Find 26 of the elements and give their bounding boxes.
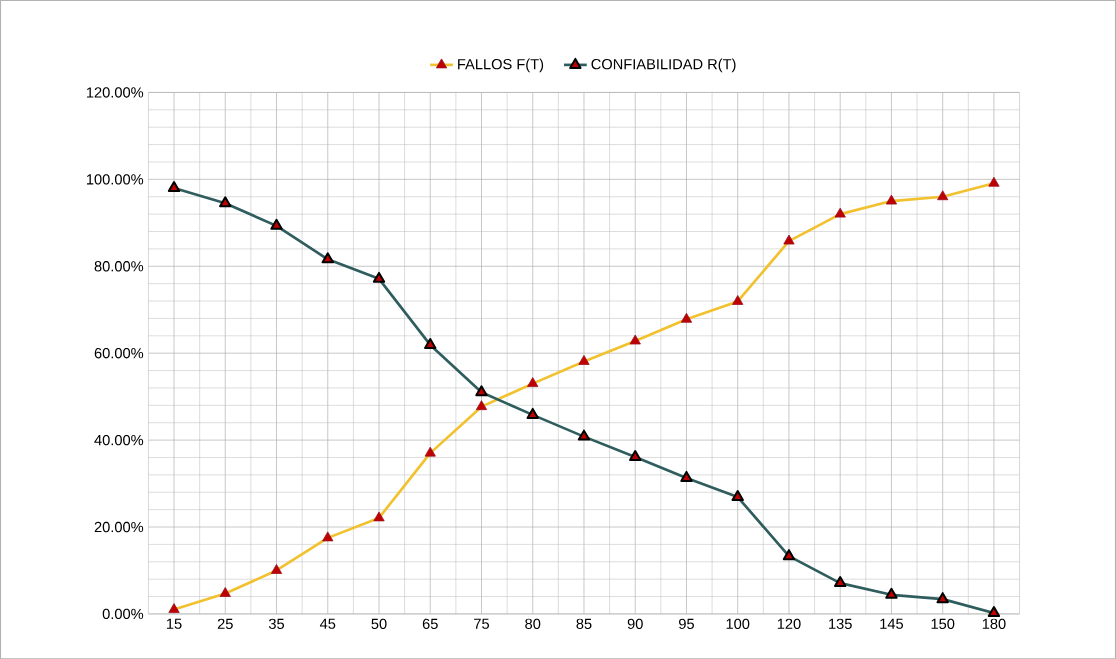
x-tick-label: 25 — [217, 618, 233, 629]
x-tick-label: 85 — [576, 618, 592, 629]
x-tick-label: 120 — [777, 618, 801, 629]
y-tick-label: 60.00% — [94, 347, 144, 359]
x-tick-label: 50 — [371, 618, 387, 629]
x-tick-label: 65 — [422, 618, 438, 629]
y-tick-label: 120.00% — [86, 87, 144, 98]
x-tick-label: 90 — [627, 618, 643, 629]
y-tick-label: 20.00% — [94, 521, 144, 533]
x-tick-label: 145 — [880, 618, 904, 629]
x-tick-label: 15 — [166, 618, 182, 629]
x-tick-label: 45 — [319, 618, 336, 629]
y-tick-label: 40.00% — [94, 434, 144, 446]
legend-label: CONFIABILIDAD R(T) — [591, 58, 736, 73]
x-tick-label: 150 — [931, 618, 955, 629]
y-tick-label: 80.00% — [94, 260, 144, 272]
x-tick-label: 95 — [679, 618, 694, 629]
x-tick-label: 100 — [726, 618, 750, 629]
x-tick-label: 75 — [474, 618, 490, 629]
y-tick-label: 100.00% — [86, 173, 144, 185]
x-tick-label: 180 — [982, 618, 1006, 629]
x-tick-label: 135 — [829, 618, 852, 629]
y-tick-label: 0.00% — [102, 608, 144, 619]
legend-label: FALLOS F(T) — [458, 58, 544, 73]
x-tick-label: 80 — [525, 618, 541, 629]
x-tick-label: 35 — [268, 618, 285, 629]
